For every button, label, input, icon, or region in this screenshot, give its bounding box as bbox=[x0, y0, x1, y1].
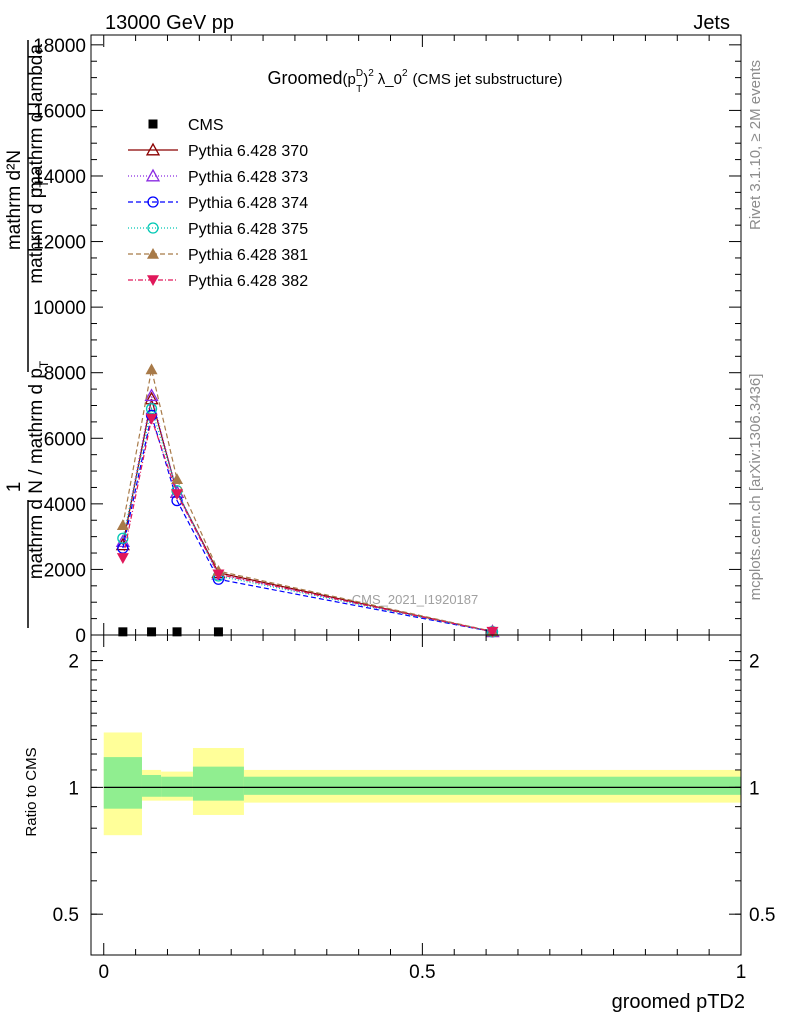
data-point-p375 bbox=[145, 403, 158, 415]
x-tick-label: 0 bbox=[98, 962, 109, 983]
main-y-tick-label: 6000 bbox=[44, 429, 86, 450]
main-title: Groomed(pD T)2 λ_02 (CMS jet substructure) bbox=[267, 68, 562, 95]
x-axis-label: groomed pTD2 bbox=[612, 991, 745, 1013]
data-point-p382 bbox=[486, 626, 499, 638]
legend-marker bbox=[147, 196, 159, 208]
data-point-p381 bbox=[171, 473, 184, 485]
legend-label: Pythia 6.428 381 bbox=[188, 247, 308, 264]
legend-marker bbox=[145, 142, 161, 156]
x-ticks: 0 0.5 1 bbox=[98, 35, 746, 983]
legend-marker bbox=[145, 168, 161, 182]
main-ylabel-top: mathrm d²N bbox=[4, 150, 25, 250]
data-point-p381 bbox=[145, 363, 158, 375]
main-y-tick-label: 18000 bbox=[33, 36, 86, 57]
data-point-p382 bbox=[171, 489, 184, 501]
ratio-uncertainty-bands bbox=[103, 732, 742, 836]
legend-label: Pythia 6.428 373 bbox=[188, 169, 308, 186]
ratio-plot-panel: 0.5 0.51 12 2 0 0.5 1 Ratio to CMS groomed pT… bbox=[23, 35, 775, 1013]
main-y-tick-label: 16000 bbox=[33, 101, 86, 122]
main-ylabel-one: 1 bbox=[4, 482, 25, 493]
side-text-top: Rivet 3.1.10, ≥ 2M events bbox=[747, 60, 764, 230]
series-cms bbox=[118, 627, 223, 637]
series-line-p373 bbox=[122, 395, 493, 633]
header-right: Jets bbox=[693, 12, 730, 34]
main-series-group bbox=[115, 363, 500, 638]
main-y-tick-label: 12000 bbox=[33, 233, 86, 254]
ratio-y-tick-label-right: 0.5 bbox=[749, 905, 775, 926]
legend-marker bbox=[148, 119, 158, 129]
ratio-y-tick-label: 0.5 bbox=[53, 905, 79, 926]
legend-item-p382: Pythia 6.428 382 bbox=[128, 273, 308, 290]
header-left: 13000 GeV pp bbox=[105, 12, 234, 34]
legend-label: Pythia 6.428 382 bbox=[188, 273, 308, 290]
main-ylabel-top3: mathrm d lambda bbox=[26, 44, 47, 192]
legend-label: Pythia 6.428 370 bbox=[188, 143, 308, 160]
legend-marker bbox=[147, 275, 159, 286]
x-tick-label: 0.5 bbox=[409, 962, 435, 983]
data-point-p375 bbox=[117, 532, 129, 544]
ratio-y-tick-label-right: 2 bbox=[749, 652, 760, 673]
data-point-cms bbox=[147, 627, 157, 637]
main-y-ticks: 0 2000 4000 6000 8000 10000 12000 14000 16000 180… bbox=[33, 36, 741, 647]
data-point-p382 bbox=[212, 569, 225, 581]
ratio-band-inner bbox=[243, 776, 742, 795]
legend-label: Pythia 6.428 375 bbox=[188, 221, 308, 238]
ratio-y-tick-label: 1 bbox=[68, 778, 79, 799]
legend-marker bbox=[147, 222, 159, 234]
data-point-p382 bbox=[145, 413, 158, 425]
series-line-p374 bbox=[122, 415, 493, 633]
ratio-y-ticks: 0.5 0.5 1 1 2 2 bbox=[53, 651, 775, 926]
legend-item-p374: Pythia 6.428 374 bbox=[128, 195, 308, 212]
side-text-bottom: mcplots.cern.ch [arXiv:1306.3436] bbox=[747, 374, 764, 601]
ratio-y-tick-label: 2 bbox=[68, 652, 79, 673]
legend-item-p381: Pythia 6.428 381 bbox=[128, 247, 308, 264]
main-plot-panel: 0 2000 4000 6000 8000 10000 12000 14000 16000 180… bbox=[4, 34, 742, 647]
ratio-band-inner bbox=[103, 757, 142, 809]
data-point-cms bbox=[213, 627, 223, 637]
watermark: CMS_2021_I1920187 bbox=[352, 592, 479, 607]
ratio-plot-frame bbox=[90, 634, 742, 956]
legend-label: Pythia 6.428 374 bbox=[188, 195, 308, 212]
legend-item-p370: Pythia 6.428 370 bbox=[128, 142, 308, 160]
ratio-band-inner bbox=[141, 774, 162, 797]
main-y-tick-label: 0 bbox=[75, 626, 86, 647]
ratio-y-label: Ratio to CMS bbox=[23, 747, 40, 836]
data-point-p373 bbox=[144, 388, 159, 402]
main-y-tick-label: 10000 bbox=[33, 298, 86, 319]
legend-item-cms: CMS bbox=[148, 117, 224, 134]
data-point-p382 bbox=[116, 553, 129, 564]
legend-item-p373: Pythia 6.428 373 bbox=[128, 168, 308, 186]
legend: CMS Pythia 6.428 370 Pythia 6.428 373 Pythi… bbox=[128, 117, 308, 290]
series-p382 bbox=[116, 413, 499, 638]
x-tick-label: 1 bbox=[736, 962, 747, 983]
main-y-tick-label: 8000 bbox=[44, 364, 86, 385]
main-y-tick-label: 4000 bbox=[44, 495, 86, 516]
ratio-band-inner bbox=[192, 766, 244, 801]
main-y-tick-label: 2000 bbox=[44, 560, 86, 581]
legend-marker bbox=[147, 248, 159, 259]
data-point-p381 bbox=[116, 519, 129, 530]
data-point-cms bbox=[118, 627, 128, 637]
main-y-label: mathrm d²N mathrm d pT mathrm d lambda 1… bbox=[4, 40, 51, 628]
series-line-p381 bbox=[122, 369, 493, 632]
main-y-tick-label: 14000 bbox=[33, 167, 86, 188]
ratio-y-tick-label-right: 1 bbox=[749, 778, 760, 799]
main-ylabel-top2: mathrm d pT bbox=[26, 180, 51, 284]
legend-item-p375: Pythia 6.428 375 bbox=[128, 221, 308, 238]
data-point-cms bbox=[172, 627, 182, 637]
main-ylabel-bottom: mathrm d N / mathrm d pT bbox=[26, 360, 51, 579]
legend-label: CMS bbox=[188, 117, 224, 134]
